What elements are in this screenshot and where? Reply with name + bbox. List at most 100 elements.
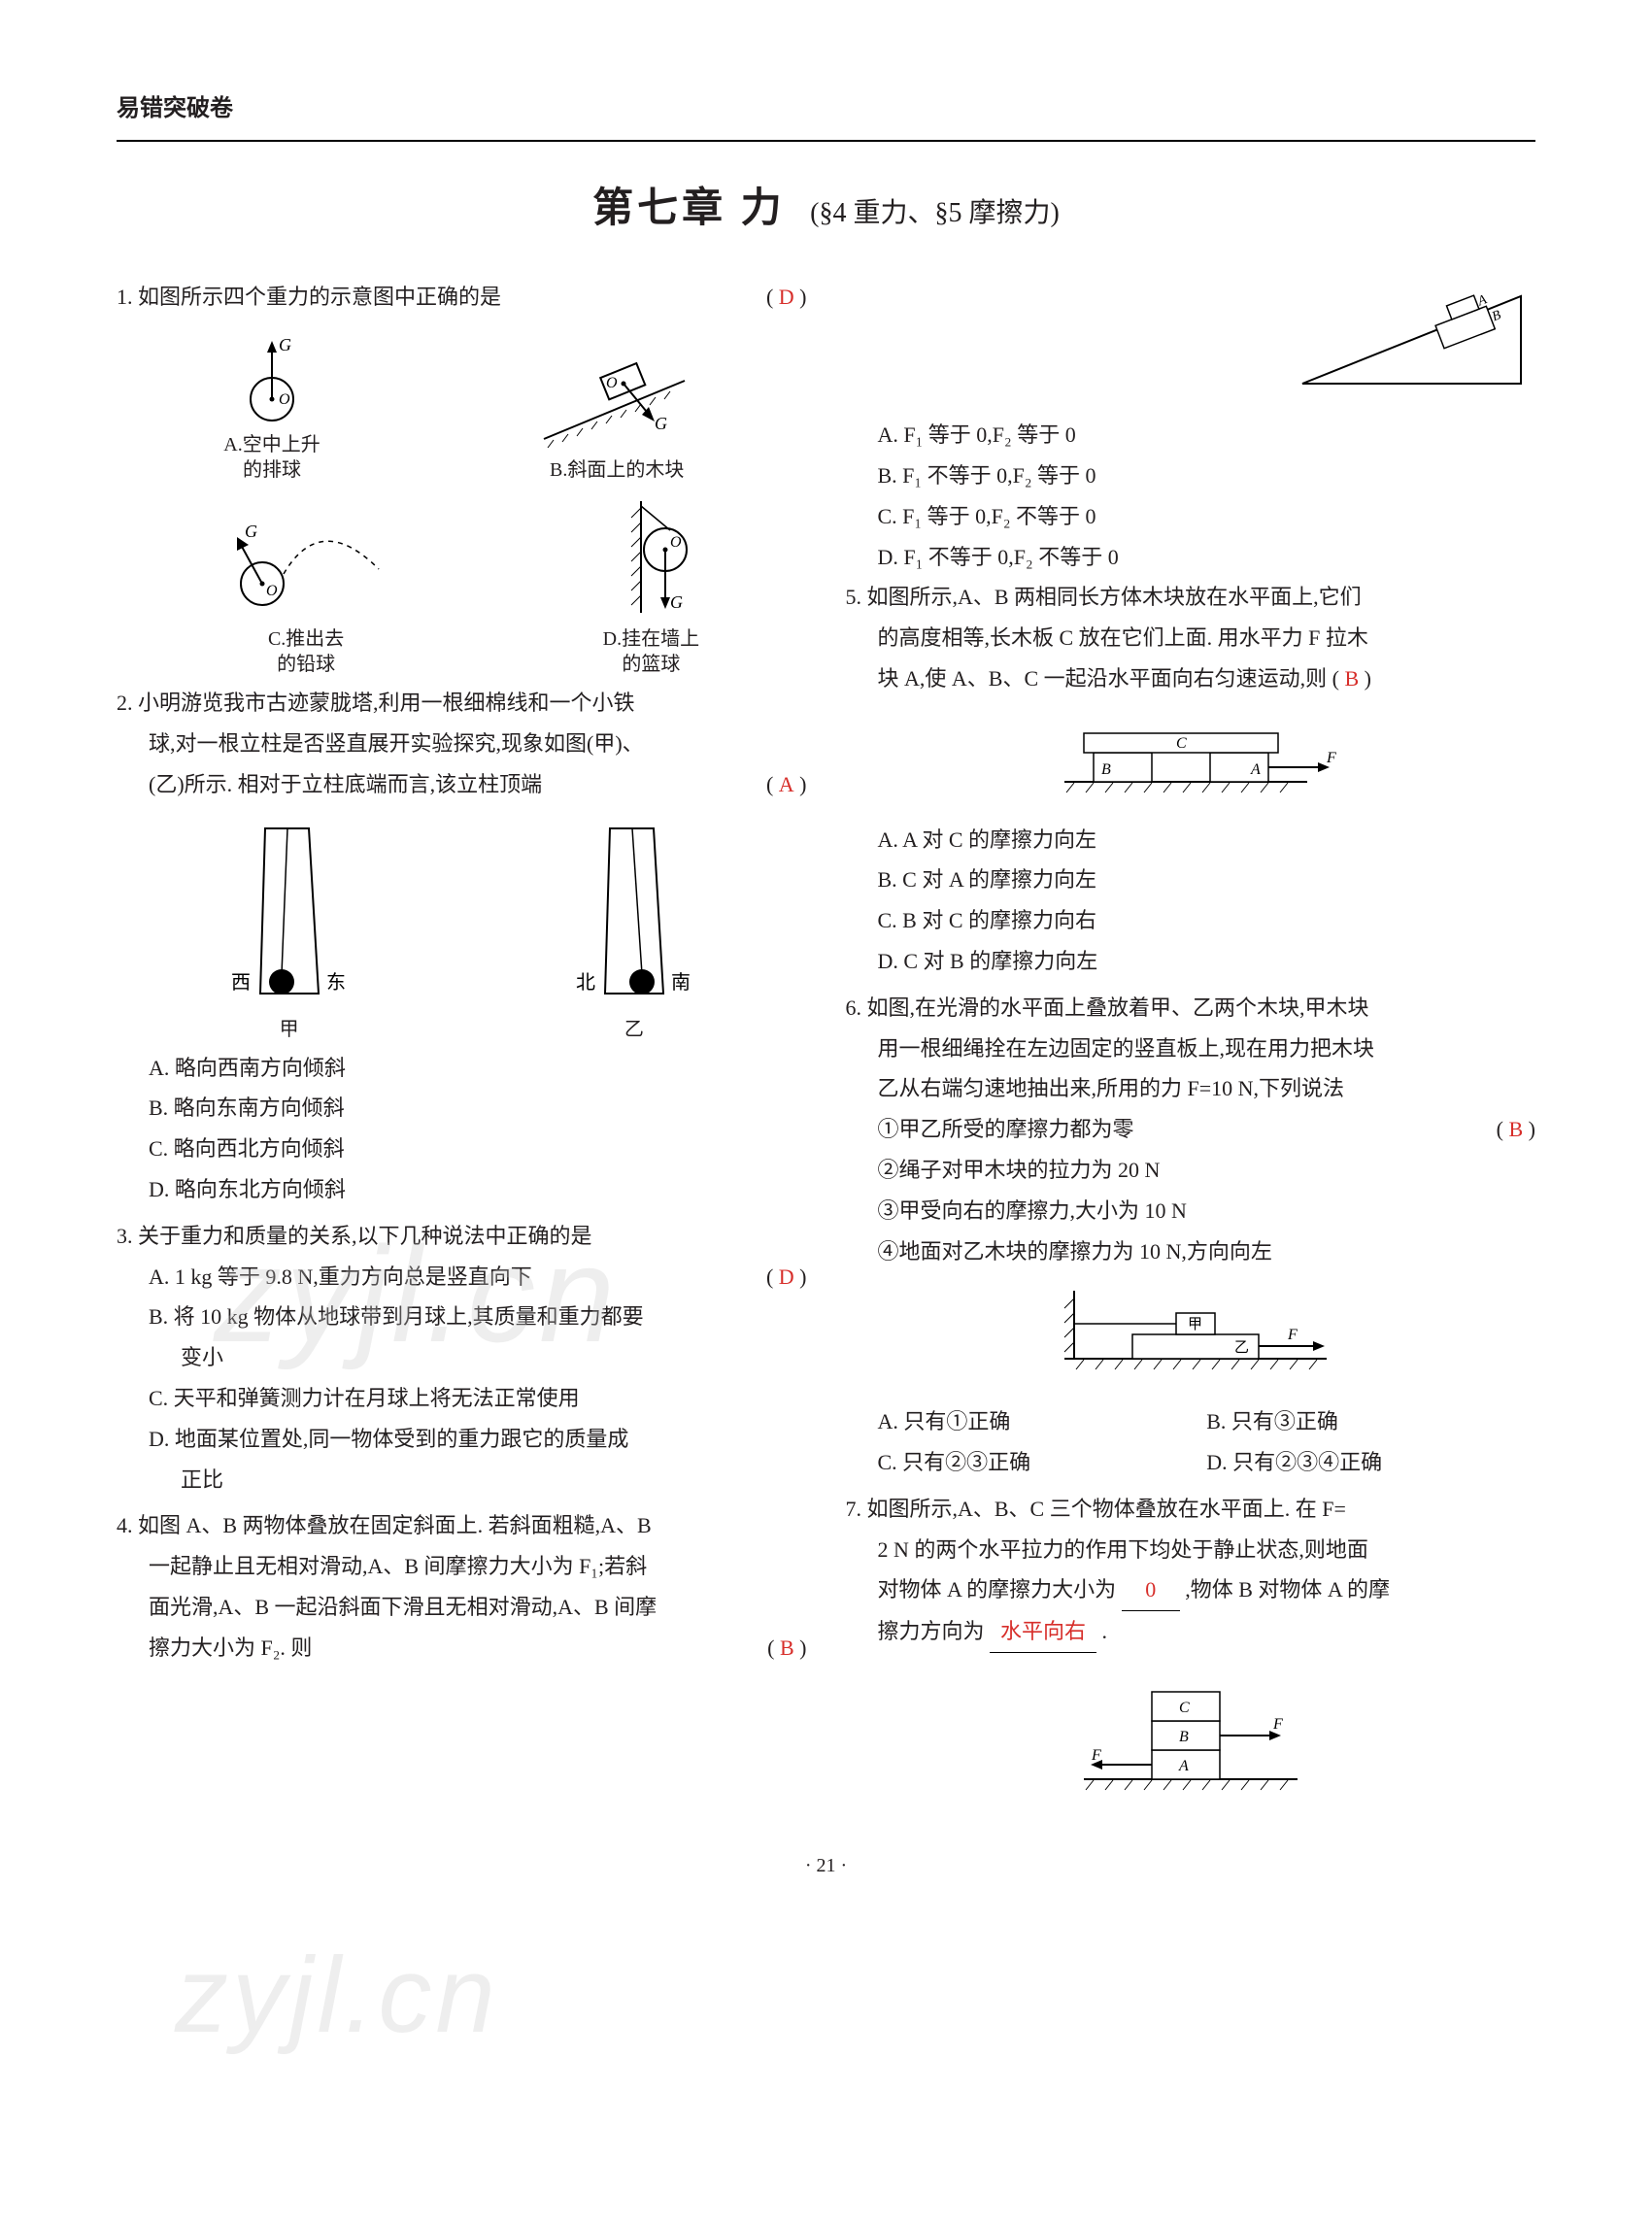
q1-figC-cap2: 的铅球 <box>277 654 335 675</box>
q5-optC: C. B 对 C 的摩擦力向右 <box>846 900 1536 941</box>
svg-text:G: G <box>655 414 667 433</box>
thrown-ball-icon: O G <box>223 516 388 623</box>
q5-optA: A. A 对 C 的摩擦力向左 <box>846 820 1536 860</box>
q5-answer-paren: ( B ) <box>1332 666 1371 691</box>
svg-text:O: O <box>279 391 290 408</box>
q3-answer-paren: ( D ) <box>766 1257 807 1298</box>
q4-stem3: 面光滑,A、B 一起沿斜面下滑且无相对滑动,A、B 间摩 <box>117 1587 807 1628</box>
q6-stem3: 乙从右端匀速地抽出来,所用的力 F=10 N,下列说法 <box>846 1068 1536 1109</box>
q4-stem4: 擦力大小为 F₂. 则 <box>149 1635 312 1660</box>
q5-stem1: 5. 如图所示,A、B 两相同长方体木块放在水平面上,它们 <box>846 577 1536 618</box>
q1-figA: O G A.空中上升的排球 <box>223 331 320 483</box>
svg-text:O: O <box>266 583 278 599</box>
q6-figure: 乙 甲 F <box>846 1281 1536 1392</box>
rope-blocks-icon: 乙 甲 F <box>1035 1281 1346 1378</box>
question-1: 1. 如图所示四个重力的示意图中正确的是 ( D ) O G A.空中上升的排球 <box>117 277 807 677</box>
incline-block-icon: O G <box>534 347 699 454</box>
q4-optA: A. F₁ 等于 0,F₂ 等于 0 <box>846 415 1536 455</box>
svg-text:A: A <box>1178 1758 1189 1774</box>
question-7: 7. 如图所示,A、B、C 三个物体叠放在水平面上. 在 F= 2 N 的两个水… <box>846 1489 1536 1812</box>
q4-stem1: 4. 如图 A、B 两物体叠放在固定斜面上. 若斜面粗糙,A、B <box>117 1505 807 1546</box>
blocks-board-icon: B A C F <box>1035 709 1346 796</box>
q1-figA-cap1: A.空中上升 <box>223 434 320 455</box>
label-south: 南 <box>671 971 691 994</box>
q6-s4: ④地面对乙木块的摩擦力为 10 N,方向向左 <box>846 1231 1536 1272</box>
plumb-1-icon: 西 东 <box>202 819 377 1013</box>
svg-text:A: A <box>1250 761 1261 778</box>
svg-text:B: B <box>1179 1729 1189 1745</box>
q3-optD2: 正比 <box>117 1460 807 1500</box>
q1-figB: O G B.斜面上的木块 <box>534 347 699 483</box>
q1-answer-paren: ( D ) <box>766 277 807 318</box>
svg-text:乙: 乙 <box>1234 1340 1249 1356</box>
q3-optA: A. 1 kg 等于 9.8 N,重力方向总是竖直向下 <box>117 1257 807 1298</box>
svg-text:F: F <box>1326 750 1336 766</box>
q4-optC: C. F₁ 等于 0,F₂ 不等于 0 <box>846 496 1536 537</box>
q1-figD-cap1: D.挂在墙上 <box>603 628 699 650</box>
page-number: · 21 · <box>117 1847 1535 1884</box>
plumb-2-icon: 北 南 <box>547 819 722 1013</box>
left-column: 1. 如图所示四个重力的示意图中正确的是 ( D ) O G A.空中上升的排球 <box>117 277 807 1817</box>
q3-answer: D <box>779 1264 794 1289</box>
question-6: 6. 如图,在光滑的水平面上叠放着甲、乙两个木块,甲木块 用一根细绳拴在左边固定… <box>846 988 1536 1483</box>
q1-figD-cap2: 的篮球 <box>622 654 680 675</box>
two-column-layout: 1. 如图所示四个重力的示意图中正确的是 ( D ) O G A.空中上升的排球 <box>117 277 1535 1817</box>
q2-fig2: 北 南 乙 <box>547 819 722 1042</box>
svg-text:甲: 甲 <box>1188 1317 1202 1332</box>
question-2: 2. 小明游览我市古迹蒙胧塔,利用一根细棉线和一个小铁 球,对一根立柱是否竖直展… <box>117 683 807 1210</box>
q2-optD: D. 略向东北方向倾斜 <box>117 1169 807 1210</box>
q2-optC: C. 略向西北方向倾斜 <box>117 1129 807 1169</box>
q1-figD: O G D.挂在墙上的篮球 <box>602 496 699 677</box>
q3-stem: 3. 关于重力和质量的关系,以下几种说法中正确的是 <box>117 1216 807 1257</box>
stacked-blocks-icon: A B C F F <box>1064 1663 1317 1799</box>
q4-optB: B. F₁ 不等于 0,F₂ 等于 0 <box>846 455 1536 496</box>
svg-text:C: C <box>1179 1700 1190 1716</box>
q2-stem1: 2. 小明游览我市古迹蒙胧塔,利用一根细棉线和一个小铁 <box>117 683 807 724</box>
q4-answer-paren: ( B ) <box>767 1628 806 1669</box>
q6-answer: B <box>1508 1117 1523 1141</box>
q5-answer: B <box>1344 666 1359 691</box>
label-north: 北 <box>576 971 595 994</box>
svg-text:F: F <box>1091 1747 1101 1764</box>
q4-stem2: 一起静止且无相对滑动,A、B 间摩擦力大小为 F₁;若斜 <box>117 1546 807 1587</box>
svg-text:F: F <box>1287 1327 1298 1343</box>
q2-stem3: (乙)所示. 相对于立柱底端而言,该立柱顶端 <box>149 772 542 796</box>
q6-stem2: 用一根细绳拴在左边固定的竖直板上,现在用力把木块 <box>846 1028 1536 1069</box>
q1-figC: O G C.推出去的铅球 <box>223 516 388 677</box>
svg-text:G: G <box>670 592 683 612</box>
q6-optA: A. 只有①正确 <box>878 1401 1207 1442</box>
right-column: A B A. F₁ 等于 0,F₂ 等于 0 B. F₁ 不等于 0,F₂ 等于… <box>846 277 1536 1817</box>
chapter-title: 第七章 力 (§4 重力、§5 摩擦力) <box>117 171 1535 249</box>
q2-cap2: 乙 <box>547 1017 722 1042</box>
q6-s3: ③甲受向右的摩擦力,大小为 10 N <box>846 1191 1536 1231</box>
q4-answer: B <box>780 1635 794 1660</box>
q4-figure: A B <box>846 277 1536 407</box>
watermark: zyjl.cn <box>175 1894 499 2097</box>
q7-stem1: 7. 如图所示,A、B、C 三个物体叠放在水平面上. 在 F= <box>846 1489 1536 1530</box>
label-west: 西 <box>231 972 251 994</box>
q1-figA-cap2: 的排球 <box>243 459 301 481</box>
svg-text:O: O <box>606 375 618 391</box>
q2-cap1: 甲 <box>202 1017 377 1042</box>
q2-stem2: 球,对一根立柱是否竖直展开实验探究,现象如图(甲)、 <box>117 724 807 764</box>
q7-stem2: 2 N 的两个水平拉力的作用下均处于静止状态,则地面 <box>846 1530 1536 1570</box>
svg-text:G: G <box>245 522 257 541</box>
svg-text:F: F <box>1272 1716 1283 1733</box>
q3-optD1: D. 地面某位置处,同一物体受到的重力跟它的质量成 <box>117 1419 807 1460</box>
q7-stem4a: 擦力方向为 <box>878 1619 985 1643</box>
q5-figure: B A C F <box>846 709 1536 810</box>
q7-stem4b: . <box>1102 1619 1108 1643</box>
q5-stem2: 的高度相等,长木板 C 放在它们上面. 用水平力 F 拉木 <box>846 618 1536 658</box>
svg-text:O: O <box>670 534 682 551</box>
label-east: 东 <box>326 971 346 994</box>
q2-answer: A <box>779 772 794 796</box>
q7-figure: A B C F F <box>846 1663 1536 1812</box>
q1-answer: D <box>779 285 794 309</box>
q2-optA: A. 略向西南方向倾斜 <box>117 1048 807 1089</box>
q1-figC-cap1: C.推出去 <box>268 628 344 650</box>
q6-s2: ②绳子对甲木块的拉力为 20 N <box>846 1150 1536 1191</box>
q1-stem: 1. 如图所示四个重力的示意图中正确的是 <box>117 285 501 309</box>
ball-up-icon: O G <box>228 331 316 428</box>
q3-optC: C. 天平和弹簧测力计在月球上将无法正常使用 <box>117 1378 807 1419</box>
q2-answer-paren: ( A ) <box>766 764 807 805</box>
